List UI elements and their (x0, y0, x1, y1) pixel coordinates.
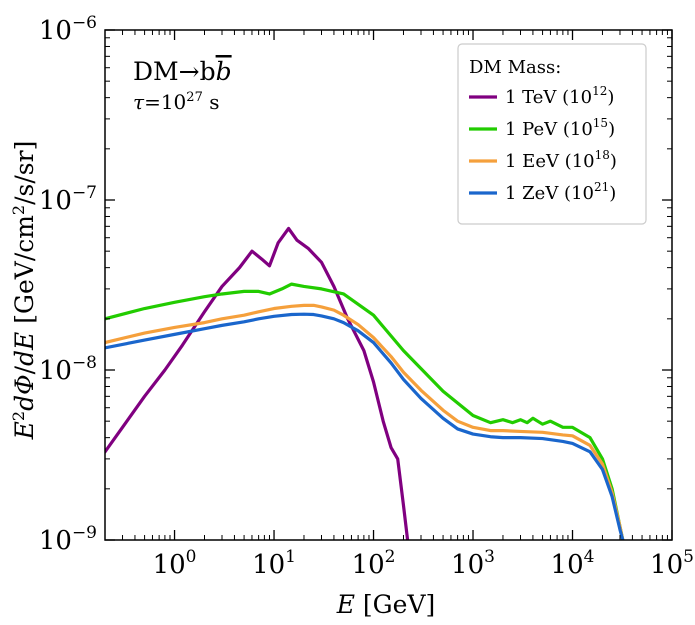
y-tick-label: 10−9 (39, 523, 97, 556)
x-tick-label: 105 (650, 547, 694, 580)
legend-label-1-tev: 1 TeV (1012) (505, 84, 614, 108)
y-tick-label: 10−8 (39, 353, 97, 386)
x-tick-label: 103 (451, 547, 495, 580)
legend-title: DM Mass: (469, 57, 561, 78)
x-tick-label: 102 (352, 547, 396, 580)
x-tick-label: 101 (252, 547, 296, 580)
y-tick-label: 10−6 (39, 13, 97, 46)
legend-label-1-zev: 1 ZeV (1021) (505, 180, 616, 204)
x-tick-label: 100 (153, 547, 197, 580)
ticks (104, 29, 673, 541)
annotation-tau: τ=1027 s (133, 90, 219, 114)
series-line-1-pev (105, 282, 625, 540)
series-lines (105, 226, 625, 540)
annotation-channel-bar: b (216, 57, 232, 86)
annotation-channel: DM→bb (133, 57, 232, 86)
y-axis-title: E2dΦ/dE [GeV/cm2/s/sr] (9, 141, 39, 441)
legend-frame (457, 43, 647, 225)
legend-label-1-eev: 1 EeV (1018) (505, 148, 617, 172)
x-axis-title: E [GeV] (336, 590, 436, 619)
plot-frame (104, 29, 673, 541)
series-line-1-eev (105, 303, 625, 540)
y-tick-label: 10−7 (39, 183, 97, 216)
legend-label-1-pev: 1 PeV (1015) (505, 116, 615, 140)
x-tick-label: 104 (551, 547, 595, 580)
series-line-1-tev (105, 226, 410, 540)
series-line-1-zev (105, 312, 625, 540)
legend: DM Mass: 1 TeV (1012) 1 PeV (1015) 1 EeV (… (457, 43, 647, 225)
